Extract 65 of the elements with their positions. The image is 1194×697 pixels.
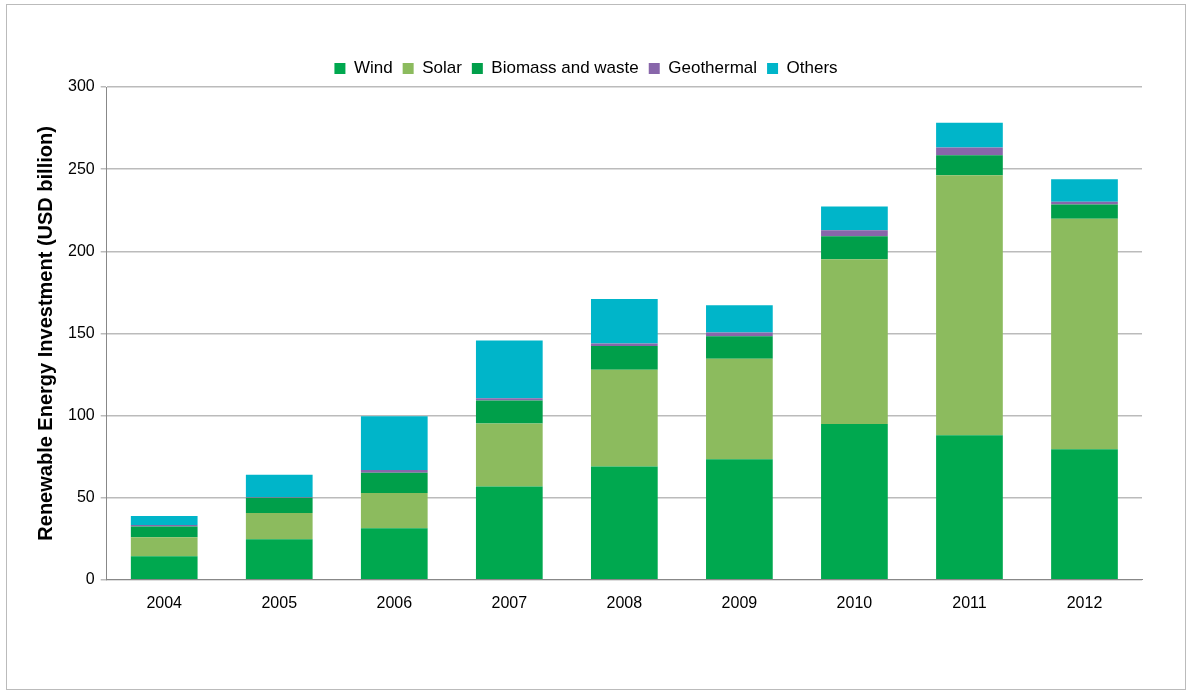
bar bbox=[590, 343, 658, 346]
bar bbox=[590, 466, 658, 580]
y-tick-label: 0 bbox=[85, 570, 95, 588]
legend-label: Geothermal bbox=[668, 58, 758, 78]
bar bbox=[245, 497, 313, 514]
bar bbox=[360, 528, 428, 580]
bar bbox=[590, 369, 658, 467]
bar bbox=[360, 469, 428, 473]
bar bbox=[706, 332, 773, 337]
bar bbox=[936, 147, 1003, 156]
bar bbox=[706, 305, 773, 333]
y-tick-label: 100 bbox=[67, 405, 95, 423]
bar bbox=[706, 358, 773, 460]
x-tick-label: 2011 bbox=[952, 593, 987, 611]
bar bbox=[360, 472, 428, 493]
bar bbox=[130, 537, 198, 557]
y-tick-label: 150 bbox=[67, 323, 95, 341]
bar bbox=[821, 259, 888, 425]
bar bbox=[821, 424, 888, 580]
bar bbox=[360, 492, 428, 529]
bar bbox=[475, 423, 543, 487]
bar bbox=[706, 336, 773, 359]
bar bbox=[475, 486, 543, 580]
bar bbox=[245, 539, 313, 580]
bar bbox=[821, 206, 888, 231]
bar bbox=[245, 474, 313, 498]
y-axis-title: Renewable Energy Investment (USD billion) bbox=[33, 126, 56, 541]
x-tick-label: 2005 bbox=[261, 593, 298, 611]
bar bbox=[590, 299, 658, 344]
legend-label: Solar bbox=[422, 58, 463, 78]
bar bbox=[821, 236, 888, 260]
bar bbox=[1051, 201, 1118, 205]
x-tick-label: 2007 bbox=[491, 593, 528, 611]
x-tick-label: 2004 bbox=[146, 593, 183, 611]
bar bbox=[475, 340, 543, 399]
bar bbox=[475, 400, 543, 424]
legend-label: Biomass and waste bbox=[491, 58, 639, 78]
bar bbox=[936, 175, 1003, 436]
y-tick-label: 250 bbox=[67, 159, 95, 177]
bar bbox=[360, 416, 428, 470]
legend-label: Wind bbox=[353, 58, 393, 78]
bar bbox=[936, 435, 1003, 580]
x-tick-label: 2009 bbox=[721, 593, 758, 611]
bar bbox=[1051, 449, 1118, 580]
bar bbox=[245, 513, 313, 540]
y-tick-label: 50 bbox=[76, 488, 95, 506]
bar bbox=[130, 516, 198, 526]
bar bbox=[706, 459, 773, 580]
bar bbox=[936, 155, 1003, 176]
bar bbox=[475, 398, 543, 401]
x-tick-label: 2008 bbox=[606, 593, 643, 611]
bar bbox=[1051, 179, 1118, 202]
x-tick-label: 2006 bbox=[376, 593, 413, 611]
y-tick-label: 200 bbox=[67, 241, 95, 259]
bar bbox=[821, 230, 888, 237]
bar bbox=[936, 122, 1003, 148]
bar bbox=[130, 526, 198, 538]
x-tick-label: 2010 bbox=[836, 593, 873, 611]
legend-label: Others bbox=[786, 58, 838, 78]
bar bbox=[1051, 204, 1118, 219]
bar bbox=[130, 556, 198, 580]
y-tick-label: 300 bbox=[67, 77, 95, 95]
bar bbox=[590, 345, 658, 370]
bar bbox=[1051, 218, 1118, 450]
x-tick-label: 2012 bbox=[1066, 593, 1103, 611]
